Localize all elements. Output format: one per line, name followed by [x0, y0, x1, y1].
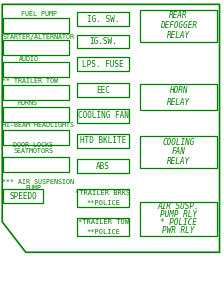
Text: IG. SW.: IG. SW.	[87, 14, 119, 24]
Bar	[3, 189, 43, 203]
Text: AIR SUSP.: AIR SUSP.	[158, 202, 199, 211]
Text: **POLICE: **POLICE	[86, 200, 120, 206]
Text: * POLICE: * POLICE	[160, 218, 197, 227]
Bar	[77, 35, 129, 48]
Bar	[77, 57, 129, 71]
Bar	[140, 136, 217, 168]
Bar	[140, 202, 217, 236]
Text: ABS: ABS	[96, 162, 110, 171]
Bar	[140, 10, 217, 42]
Bar	[3, 18, 69, 33]
Text: EEC: EEC	[96, 86, 110, 95]
Text: FUEL PUMP: FUEL PUMP	[21, 11, 57, 17]
Bar	[3, 40, 69, 55]
Text: HTD BKLITE: HTD BKLITE	[80, 136, 126, 146]
Bar	[77, 109, 129, 123]
Bar	[3, 107, 69, 122]
Text: REAR: REAR	[169, 11, 188, 21]
Bar	[3, 62, 69, 77]
Text: HORNS: HORNS	[18, 100, 38, 106]
Text: *TRAILER TOW: *TRAILER TOW	[78, 219, 129, 225]
Text: PWR RLY: PWR RLY	[162, 226, 195, 235]
Text: **POLICE: **POLICE	[86, 229, 120, 235]
Bar	[77, 188, 129, 207]
Text: RELAY: RELAY	[167, 31, 190, 40]
Text: IG.SW.: IG.SW.	[89, 37, 117, 46]
Text: COOLING: COOLING	[162, 137, 195, 147]
Bar	[77, 83, 129, 97]
Text: DEFOGGER: DEFOGGER	[160, 21, 197, 30]
Text: STARTER/ALTERNATOR: STARTER/ALTERNATOR	[2, 34, 74, 40]
Bar	[77, 134, 129, 148]
Text: LPS. FUSE: LPS. FUSE	[82, 59, 124, 69]
Text: *** AIR SUSPENSION: *** AIR SUSPENSION	[2, 179, 74, 185]
Text: COOLING FAN: COOLING FAN	[78, 111, 129, 120]
Text: SPEEDO: SPEEDO	[9, 191, 37, 201]
Text: DOOR LOCKS: DOOR LOCKS	[13, 142, 54, 148]
Text: SEATMOTORS: SEATMOTORS	[13, 148, 54, 154]
Bar	[3, 130, 69, 145]
Text: AUDIO: AUDIO	[19, 56, 39, 62]
Text: ** TRAILER TOW: ** TRAILER TOW	[2, 78, 58, 84]
Bar	[140, 84, 217, 110]
Text: PUMP: PUMP	[26, 184, 42, 191]
Bar	[77, 12, 129, 26]
Text: HORN: HORN	[169, 86, 188, 95]
Text: RELAY: RELAY	[167, 98, 190, 107]
Bar	[3, 157, 69, 172]
Text: RELAY: RELAY	[167, 157, 190, 166]
Text: FAN: FAN	[172, 147, 185, 156]
Bar	[77, 218, 129, 236]
Text: HI-BEAM HEADLIGHTS: HI-BEAM HEADLIGHTS	[2, 122, 74, 128]
Text: *TRAILER BRKS: *TRAILER BRKS	[75, 190, 131, 196]
Bar	[3, 85, 69, 100]
Text: PUMP RLY: PUMP RLY	[160, 210, 197, 219]
Bar	[77, 159, 129, 173]
